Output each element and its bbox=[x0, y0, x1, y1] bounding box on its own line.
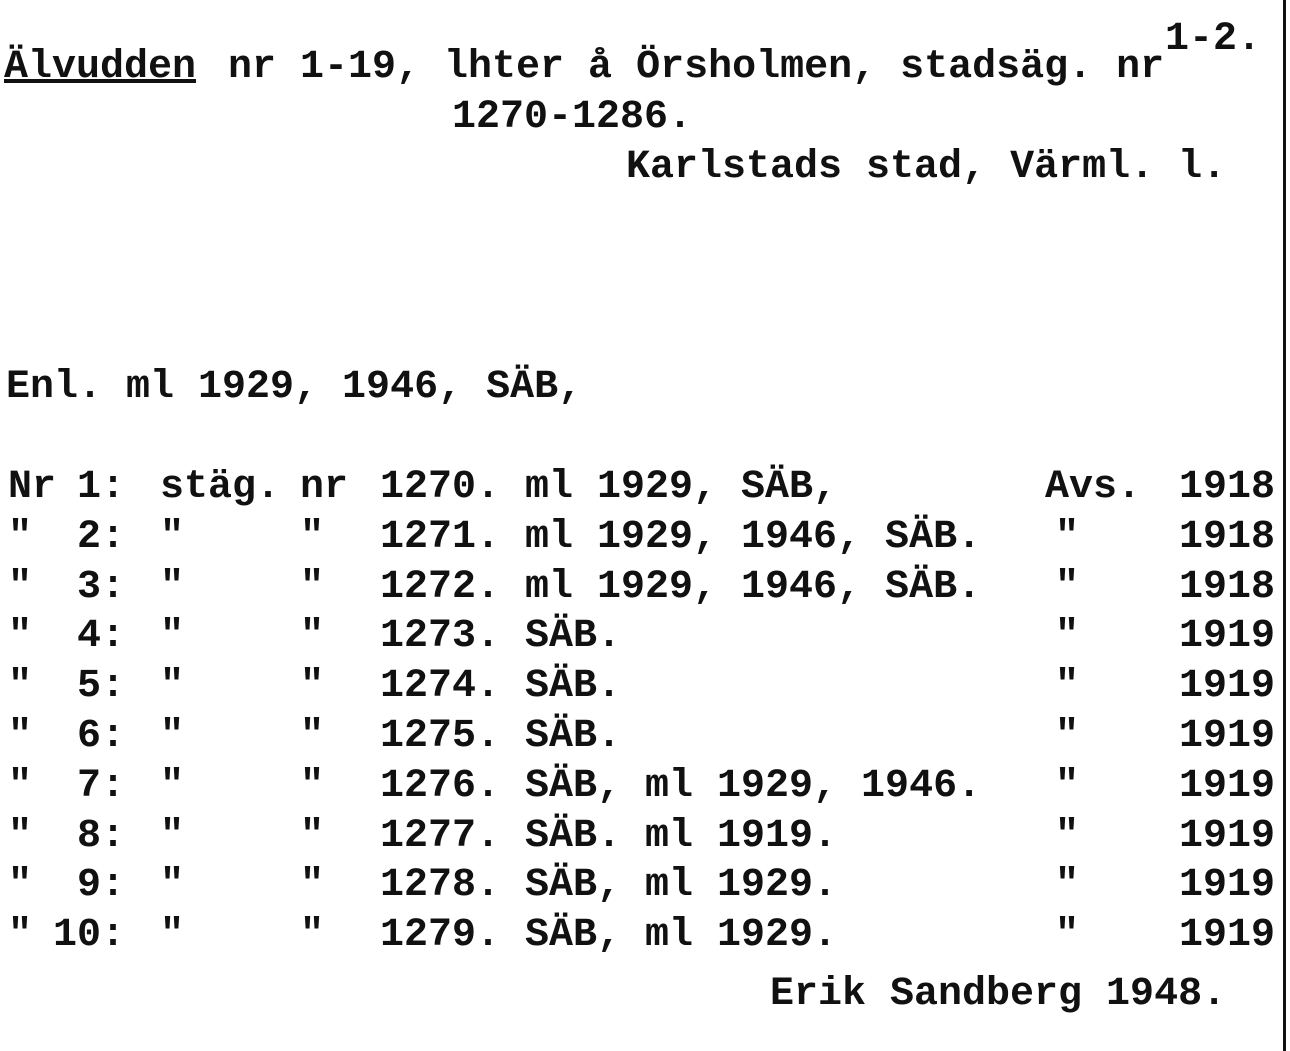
avs-label: Avs. bbox=[1045, 465, 1142, 510]
stadsag-number: 1272. bbox=[380, 564, 501, 610]
sources: Enl. ml 1929, 1946, SÄB, bbox=[6, 365, 583, 410]
row-label: " bbox=[8, 714, 33, 759]
stadsag-number: 1277. bbox=[380, 813, 501, 859]
stadsag-number: 1271. bbox=[380, 514, 501, 560]
stag-label: " bbox=[160, 514, 185, 560]
stadsag-number: 1279. bbox=[380, 913, 501, 959]
item-number: 5: bbox=[76, 664, 125, 710]
avs-label: " bbox=[1055, 564, 1080, 610]
item-number: 2: bbox=[76, 514, 125, 560]
year: 1919 bbox=[1178, 763, 1275, 809]
year: 1919 bbox=[1178, 614, 1275, 660]
nr-label: " bbox=[300, 913, 325, 959]
item-number: 4: bbox=[76, 614, 125, 660]
nr-label: " bbox=[300, 863, 325, 909]
row-sources: SÄB. bbox=[525, 614, 622, 660]
year: 1918 bbox=[1178, 465, 1275, 510]
avs-label: " bbox=[1055, 763, 1080, 809]
item-number: 6: bbox=[76, 714, 125, 759]
row-sources: SÄB, ml 1929. bbox=[525, 863, 838, 909]
year: 1918 bbox=[1178, 514, 1275, 560]
nr-label: " bbox=[300, 514, 325, 560]
row-label: Nr bbox=[8, 465, 57, 510]
card-edge bbox=[1283, 0, 1286, 1051]
year: 1919 bbox=[1178, 714, 1275, 759]
row-label: " bbox=[8, 913, 33, 959]
row-label: " bbox=[8, 664, 33, 710]
row-sources: SÄB. bbox=[525, 664, 622, 710]
year: 1918 bbox=[1178, 564, 1275, 610]
nr-label: " bbox=[300, 564, 325, 610]
stag-label: " bbox=[160, 763, 185, 809]
stag-label: " bbox=[160, 614, 185, 660]
stadsag-number: 1275. bbox=[380, 714, 501, 759]
nr-label: " bbox=[300, 714, 325, 759]
page-number: 1-2. bbox=[1165, 17, 1262, 62]
row-sources: SÄB, ml 1929. bbox=[525, 913, 838, 959]
stadsag-number: 1273. bbox=[380, 614, 501, 660]
nr-label: " bbox=[300, 763, 325, 809]
item-number: 10: bbox=[52, 913, 125, 959]
year: 1919 bbox=[1178, 863, 1275, 909]
stag-label: " bbox=[160, 714, 185, 759]
avs-label: " bbox=[1055, 813, 1080, 859]
avs-label: " bbox=[1055, 614, 1080, 660]
row-sources: ml 1929, SÄB, bbox=[525, 465, 838, 510]
row-sources: ml 1929, 1946, SÄB. bbox=[525, 564, 982, 610]
item-number: 1: bbox=[76, 465, 125, 510]
year: 1919 bbox=[1178, 664, 1275, 710]
row-sources: SÄB, ml 1929, 1946. bbox=[525, 763, 982, 809]
item-number: 8: bbox=[76, 813, 125, 859]
year: 1919 bbox=[1178, 813, 1275, 859]
signature: Erik Sandberg 1948. bbox=[770, 972, 1227, 1017]
location: Karlstads stad, Värml. l. bbox=[626, 145, 1227, 190]
avs-label: " bbox=[1055, 714, 1080, 759]
title-rest: nr 1-19, lhter å Örsholmen, stadsäg. nr bbox=[228, 45, 1165, 90]
stag-label: " bbox=[160, 863, 185, 909]
year: 1919 bbox=[1178, 913, 1275, 959]
avs-label: " bbox=[1055, 913, 1080, 959]
nr-label: " bbox=[300, 664, 325, 710]
row-sources: ml 1929, 1946, SÄB. bbox=[525, 514, 982, 560]
row-label: " bbox=[8, 614, 33, 660]
avs-label: " bbox=[1055, 664, 1080, 710]
row-sources: SÄB. bbox=[525, 714, 622, 759]
nr-label: " bbox=[300, 614, 325, 660]
stag-label: " bbox=[160, 913, 185, 959]
item-number: 9: bbox=[76, 863, 125, 909]
row-label: " bbox=[8, 564, 33, 610]
nr-label: nr bbox=[300, 465, 349, 510]
stag-label: stäg. bbox=[160, 465, 281, 510]
row-sources: SÄB. ml 1919. bbox=[525, 813, 838, 859]
avs-label: " bbox=[1055, 514, 1080, 560]
avs-label: " bbox=[1055, 863, 1080, 909]
stadsag-number: 1276. bbox=[380, 763, 501, 809]
stadsag-number: 1274. bbox=[380, 664, 501, 710]
item-number: 7: bbox=[76, 763, 125, 809]
stag-label: " bbox=[160, 664, 185, 710]
row-label: " bbox=[8, 514, 33, 560]
row-label: " bbox=[8, 763, 33, 809]
stag-label: " bbox=[160, 564, 185, 610]
stadsag-number: 1278. bbox=[380, 863, 501, 909]
row-label: " bbox=[8, 863, 33, 909]
title: Älvudden bbox=[4, 45, 197, 90]
title-line2: 1270-1286. bbox=[452, 95, 693, 140]
stadsag-number: 1270. bbox=[380, 465, 501, 510]
item-number: 3: bbox=[76, 564, 125, 610]
stag-label: " bbox=[160, 813, 185, 859]
row-label: " bbox=[8, 813, 33, 859]
nr-label: " bbox=[300, 813, 325, 859]
